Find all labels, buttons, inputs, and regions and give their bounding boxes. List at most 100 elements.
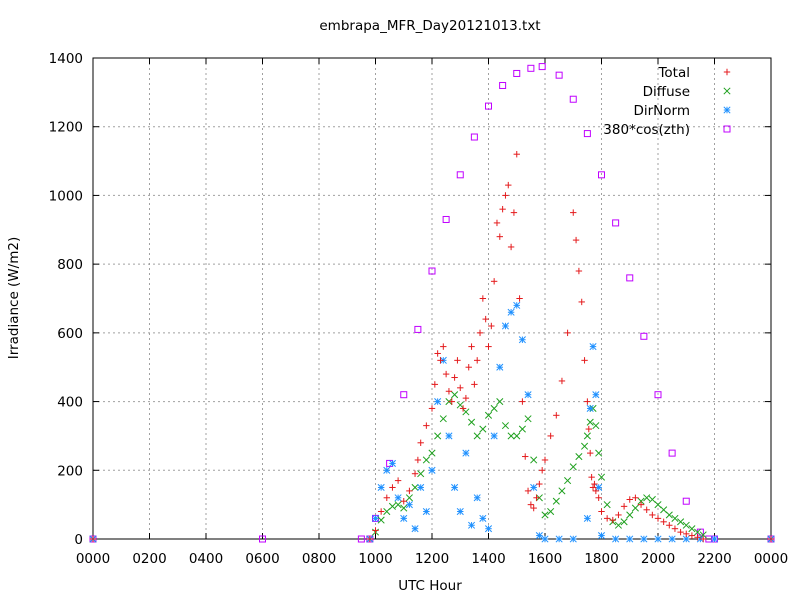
- data-point: [677, 528, 684, 536]
- x-tick-label: 1000: [358, 551, 392, 567]
- data-point: [454, 357, 461, 364]
- data-point: [595, 494, 602, 501]
- axis-ticks: 0000 0200 0400 0600 0800 1000 1200 1400 1600 1800…: [49, 51, 789, 567]
- data-point: [366, 535, 374, 543]
- data-point: [694, 534, 701, 541]
- data-point: [485, 343, 492, 350]
- data-point: [448, 398, 455, 405]
- data-point: [499, 205, 506, 213]
- data-point: [456, 171, 464, 179]
- data-point: [513, 151, 520, 158]
- data-point: [479, 514, 487, 522]
- data-point: [501, 422, 510, 430]
- legend-marker: [723, 68, 731, 76]
- data-point: [555, 535, 563, 543]
- x-tick-label: 0000: [754, 551, 788, 567]
- y-tick-label: 800: [57, 257, 83, 273]
- data-point: [507, 243, 515, 251]
- data-point: [468, 343, 475, 350]
- data-point: [519, 398, 526, 405]
- data-point: [595, 449, 603, 457]
- data-point: [699, 531, 707, 539]
- data-point: [400, 504, 408, 512]
- y-tick-label: 200: [57, 463, 83, 479]
- data-point: [394, 494, 402, 502]
- data-point: [377, 516, 385, 524]
- y-tick-label: 0: [74, 532, 83, 548]
- data-point: [553, 412, 560, 419]
- data-point: [445, 388, 453, 395]
- data-point: [626, 511, 634, 519]
- data-point: [89, 535, 97, 543]
- data-point: [422, 456, 430, 464]
- data-point: [371, 514, 380, 522]
- y-tick-label: 600: [57, 326, 83, 342]
- data-point: [507, 308, 515, 316]
- data-point: [490, 404, 498, 412]
- data-point: [383, 494, 390, 501]
- data-point: [597, 473, 606, 481]
- legend-marker: [723, 87, 731, 95]
- data-point: [479, 425, 487, 433]
- data-point: [411, 525, 419, 533]
- data-point: [640, 535, 648, 543]
- x-tick-label: 1600: [528, 551, 562, 567]
- data-point: [575, 267, 583, 275]
- data-point: [541, 456, 549, 464]
- data-point: [700, 535, 707, 543]
- series-1: [89, 391, 775, 543]
- data-point: [668, 449, 676, 457]
- data-point: [524, 391, 532, 399]
- data-point: [357, 535, 365, 543]
- x-tick-label: 0400: [189, 551, 223, 567]
- legend-marker: [723, 125, 731, 133]
- data-point: [586, 418, 594, 426]
- data-point: [405, 501, 413, 509]
- data-point: [589, 343, 597, 351]
- legend-marker: [723, 106, 731, 114]
- data-point: [490, 278, 498, 285]
- data-point: [465, 364, 472, 371]
- data-point: [538, 467, 546, 474]
- x-tick-label: 1400: [471, 551, 505, 567]
- data-point: [488, 322, 495, 330]
- data-point: [591, 480, 598, 488]
- data-point: [767, 535, 775, 543]
- data-point: [533, 494, 540, 501]
- data-point: [383, 466, 391, 474]
- data-point: [564, 477, 572, 485]
- data-point: [372, 527, 379, 534]
- data-point: [414, 325, 422, 333]
- data-point: [459, 405, 467, 412]
- data-point: [462, 449, 470, 457]
- data-point: [626, 535, 634, 543]
- data-point: [597, 532, 606, 540]
- data-point: [434, 398, 442, 406]
- data-point: [476, 329, 484, 337]
- x-tick-label: 0000: [76, 551, 110, 567]
- x-tick-label: 1200: [415, 551, 449, 567]
- data-point: [451, 391, 459, 399]
- data-point: [583, 514, 591, 522]
- data-point: [400, 498, 407, 505]
- data-point: [434, 432, 442, 440]
- data-point: [493, 219, 501, 227]
- data-point: [592, 422, 600, 430]
- data-point: [467, 418, 476, 426]
- data-point: [467, 521, 476, 529]
- data-point: [603, 515, 611, 522]
- data-point: [640, 332, 648, 340]
- series-2: [89, 301, 775, 543]
- data-point: [588, 473, 595, 481]
- data-point: [547, 432, 554, 440]
- legend-label: Diffuse: [643, 84, 690, 100]
- data-point: [671, 525, 679, 532]
- x-tick-label: 0200: [132, 551, 166, 567]
- data-point: [660, 506, 668, 514]
- data-point: [414, 456, 422, 464]
- data-point: [643, 494, 651, 502]
- x-axis-label: UTC Hour: [398, 578, 462, 594]
- data-point: [428, 466, 436, 474]
- data-point: [439, 415, 447, 423]
- x-tick-label: 2000: [641, 551, 675, 567]
